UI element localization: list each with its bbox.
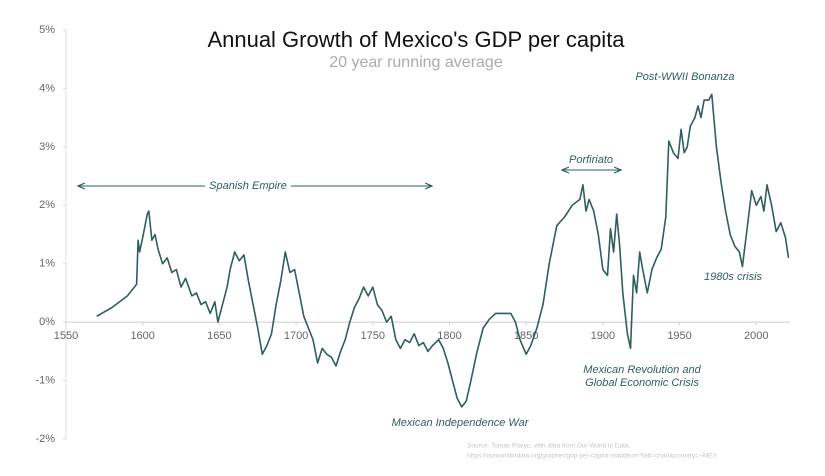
y-tick-label: 3% (39, 141, 55, 153)
source: https://ourworldindata.org/grapher/gdp-p… (467, 453, 718, 460)
chart-subtitle: 20 year running average (329, 54, 503, 71)
label-bg (205, 178, 291, 194)
data-line (96, 93, 790, 408)
y-tick-label: 5% (39, 24, 55, 36)
annotation: 1980s crisis (704, 271, 763, 283)
y-tick-label: 1% (39, 258, 55, 270)
y-tick-label: 4% (39, 82, 55, 94)
annotation: Mexican Revolution and (583, 364, 701, 376)
y-tick-label: 2% (39, 199, 55, 211)
y-tick-label: -1% (35, 374, 55, 386)
annotation: Porfiriato (569, 154, 613, 166)
source: Source: Tomas Pueyo, with data from Our … (467, 443, 631, 450)
x-tick-label: 1800 (437, 330, 461, 342)
x-tick-label: 1750 (361, 330, 385, 342)
y-tick-label: -2% (35, 433, 55, 445)
annotation: Mexican Independence War (392, 417, 530, 429)
x-tick-label: 1950 (667, 330, 691, 342)
x-tick-label: 1900 (591, 330, 615, 342)
x-tick-label: 1700 (284, 330, 308, 342)
x-tick-label: 1650 (207, 330, 231, 342)
x-tick-label: 2000 (744, 330, 768, 342)
annotation: Post-WWII Bonanza (635, 71, 734, 83)
chart-title: Annual Growth of Mexico's GDP per capita (207, 27, 625, 52)
annotation: Spanish Empire (209, 180, 287, 192)
x-tick-label: 1550 (54, 330, 78, 342)
x-tick-label: 1600 (130, 330, 154, 342)
annotation: Global Economic Crisis (585, 377, 699, 389)
y-tick-label: 0% (39, 316, 55, 328)
